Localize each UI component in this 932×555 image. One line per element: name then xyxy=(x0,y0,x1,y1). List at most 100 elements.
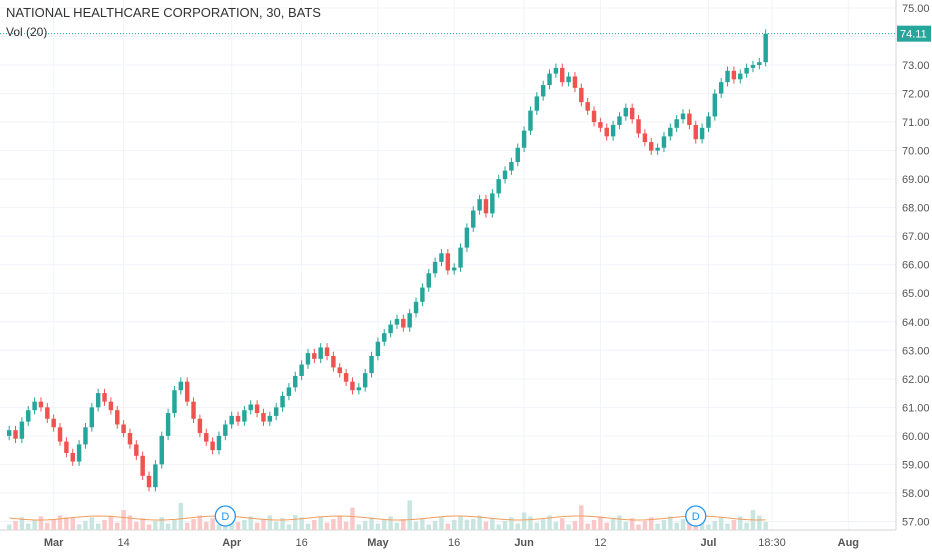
candle-body xyxy=(547,73,552,86)
candle-body xyxy=(216,435,222,451)
volume-bar xyxy=(210,518,215,530)
candle-body xyxy=(553,67,559,74)
candle-body xyxy=(560,67,565,83)
volume-bar xyxy=(242,520,247,530)
candle-body xyxy=(89,407,95,428)
volume-bar xyxy=(496,524,501,530)
candle-body xyxy=(32,401,37,411)
candle-body xyxy=(502,170,508,180)
candle-body xyxy=(305,353,311,365)
volume-bar xyxy=(38,516,44,530)
volume-bar xyxy=(617,515,622,530)
candle-body xyxy=(184,381,190,402)
volume-bar xyxy=(610,519,616,530)
candle-body xyxy=(763,33,768,63)
volume-bar xyxy=(407,500,412,530)
candle-body xyxy=(515,147,520,163)
candle-body xyxy=(140,455,145,476)
candle-body xyxy=(286,387,292,396)
y-tick-label: 59.00 xyxy=(902,459,930,471)
volume-bar xyxy=(604,522,609,530)
y-tick-label: 67.00 xyxy=(902,231,930,243)
volume-bar xyxy=(413,521,419,530)
candle-body xyxy=(674,119,679,128)
candle-body xyxy=(572,76,578,88)
volume-bar xyxy=(566,524,571,530)
candle-body xyxy=(223,424,228,436)
candle-body xyxy=(299,364,304,376)
candle-body xyxy=(382,333,387,342)
candle-body xyxy=(146,475,152,488)
candle-body xyxy=(375,341,381,356)
x-tick-label: Mar xyxy=(44,537,64,549)
candle-body xyxy=(273,407,279,416)
candle-body xyxy=(83,427,88,445)
y-tick-label: 62.00 xyxy=(902,374,930,386)
candle-body xyxy=(636,119,641,134)
volume-bar xyxy=(579,505,584,530)
candle-body xyxy=(731,70,737,80)
candle-body xyxy=(464,227,470,248)
candle-body xyxy=(661,136,667,148)
y-tick-label: 63.00 xyxy=(902,345,930,357)
candle-body xyxy=(458,247,463,268)
candle-body xyxy=(153,464,158,488)
y-tick-label: 64.00 xyxy=(902,317,930,329)
volume-bar xyxy=(134,521,139,530)
candle-body xyxy=(343,373,349,382)
candle-body xyxy=(197,418,203,434)
volume-bar xyxy=(89,517,95,530)
candle-body xyxy=(509,162,514,171)
candle-body xyxy=(451,267,457,271)
candle-body xyxy=(229,415,234,425)
volume-bar xyxy=(197,515,203,530)
volume-bar xyxy=(420,518,425,530)
volume-bar xyxy=(661,520,667,530)
volume-bar xyxy=(19,517,25,530)
candle-body xyxy=(159,435,164,465)
candle-body xyxy=(19,421,25,439)
candle-body xyxy=(699,127,705,140)
candle-body xyxy=(401,318,406,328)
volume-bar xyxy=(534,522,540,530)
volume-bar xyxy=(57,515,63,530)
candle-body xyxy=(6,430,12,436)
volume-bar xyxy=(540,519,546,530)
volume-bar xyxy=(70,518,75,530)
candle-body xyxy=(134,444,139,456)
volume-bar xyxy=(127,515,133,530)
candle-body xyxy=(331,356,336,368)
candle-body xyxy=(750,65,756,68)
volume-bar xyxy=(32,520,37,530)
candle-body xyxy=(483,199,489,214)
volume-bar xyxy=(401,519,406,530)
x-tick-label: 16 xyxy=(295,537,307,549)
y-tick-label: 60.00 xyxy=(902,431,930,443)
volume-bar xyxy=(293,514,298,530)
last-price-badge xyxy=(897,25,931,42)
candle-body xyxy=(242,410,247,422)
y-tick-label: 72.00 xyxy=(902,89,930,101)
volume-bar xyxy=(553,521,559,530)
x-tick-label: 14 xyxy=(117,537,129,549)
volume-bar xyxy=(248,516,253,530)
volume-bar xyxy=(744,522,749,530)
y-tick-label: 73.00 xyxy=(902,60,930,72)
volume-bar xyxy=(515,523,520,530)
volume-bar xyxy=(165,523,171,530)
volume-bar xyxy=(172,520,177,530)
chart-legend-title: NATIONAL HEALTHCARE CORPORATION, 30, BAT… xyxy=(6,5,321,20)
candle-body xyxy=(744,67,749,74)
candle-body xyxy=(178,381,184,391)
candle-body xyxy=(471,210,476,228)
volume-bar xyxy=(439,517,444,530)
volume-bar xyxy=(725,523,730,530)
volume-bar xyxy=(598,516,603,530)
y-tick-label: 57.00 xyxy=(902,516,930,528)
x-tick-label: 18:30 xyxy=(758,537,786,549)
candle-body xyxy=(693,124,698,140)
candle-body xyxy=(598,122,603,128)
volume-bar xyxy=(64,517,69,530)
